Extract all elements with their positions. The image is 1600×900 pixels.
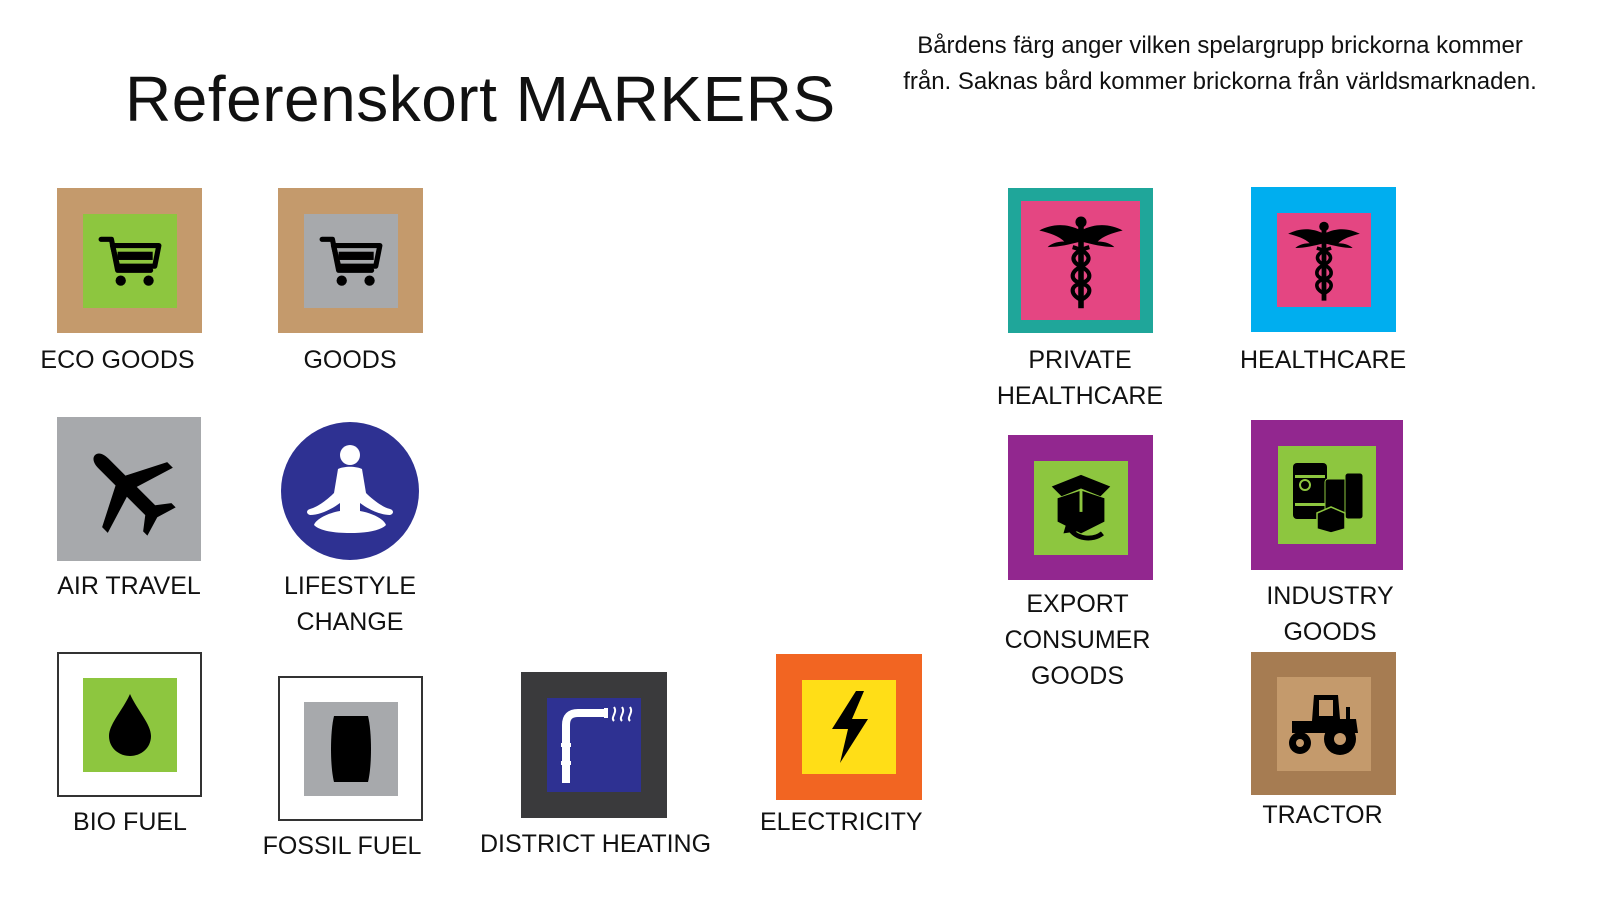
lifestyle-change-label: LIFESTYLE CHANGE: [284, 572, 416, 636]
export-box-icon: [1051, 474, 1110, 540]
bio-fuel-label: BIO FUEL: [73, 808, 187, 836]
caduceus-icon: [1036, 211, 1126, 311]
private-healthcare-label: PRIVATE HEALTHCARE: [996, 346, 1164, 410]
barrels-icon: [1293, 463, 1364, 534]
meditation-icon: [307, 445, 393, 533]
bio-fuel-marker: [57, 652, 202, 797]
caduceus-icon: [1285, 219, 1362, 302]
air-travel-label: AIR TRAVEL: [57, 572, 201, 600]
industry-goods-label: INDUSTRY GOODS: [1266, 582, 1394, 646]
electricity-marker: [776, 654, 922, 800]
shopping-cart-icon: [97, 233, 163, 289]
tractor-marker: [1251, 652, 1396, 795]
page-title: Referenskort MARKERS: [125, 63, 836, 135]
district-heating-label: DISTRICT HEATING: [480, 830, 712, 858]
goods-label: GOODS: [303, 346, 397, 374]
border-note: Bårdens färg anger vilken spelargrupp br…: [903, 32, 1537, 95]
tractor-label: TRACTOR: [1262, 801, 1383, 829]
air-travel-marker: [57, 417, 201, 561]
electricity-label: ELECTRICITY: [760, 808, 923, 836]
eco-goods-label: ECO GOODS: [40, 346, 195, 374]
shopping-cart-icon: [318, 233, 384, 289]
export-consumer-goods-marker: [1008, 435, 1153, 580]
healthcare-marker: [1251, 187, 1396, 332]
fossil-fuel-marker: [278, 676, 423, 821]
barrel-icon: [330, 715, 371, 782]
lightning-icon: [832, 691, 868, 763]
drop-icon: [108, 693, 151, 756]
private-healthcare-marker: [1008, 188, 1153, 333]
heating-pipe-icon: [561, 706, 633, 783]
healthcare-label: HEALTHCARE: [1240, 346, 1407, 374]
lifestyle-change-marker: [281, 422, 419, 560]
airplane-icon: [93, 453, 176, 536]
goods-marker: [278, 188, 423, 333]
tractor-icon: [1288, 694, 1358, 755]
eco-goods-marker: [57, 188, 202, 333]
fossil-fuel-label: FOSSIL FUEL: [262, 832, 422, 860]
district-heating-marker: [521, 672, 667, 818]
export-consumer-goods-label: EXPORT CONSUMER GOODS: [1004, 590, 1151, 690]
industry-goods-marker: [1251, 420, 1403, 570]
